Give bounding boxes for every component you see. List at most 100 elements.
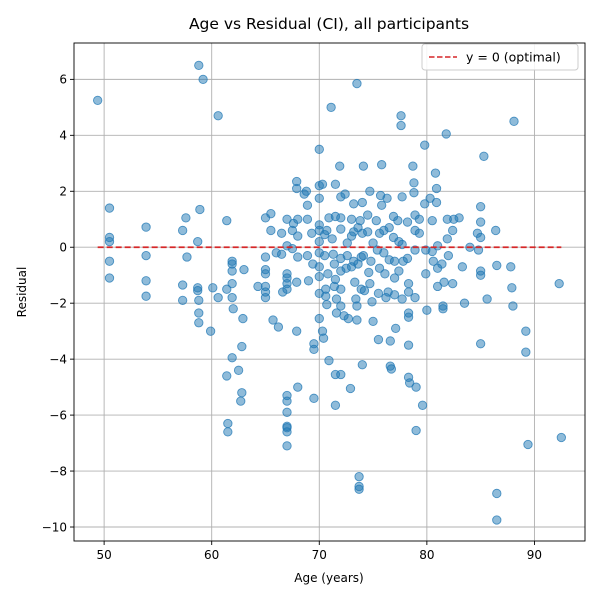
data-point <box>282 214 292 224</box>
data-point <box>417 400 428 410</box>
data-point <box>492 260 502 271</box>
data-point <box>349 199 359 209</box>
data-point <box>302 214 313 224</box>
x-tick-label: 70 <box>312 548 327 562</box>
y-tick-label: −2 <box>49 296 67 310</box>
data-point <box>343 313 353 324</box>
data-point <box>428 256 438 266</box>
data-point <box>318 333 329 343</box>
data-point <box>340 189 350 199</box>
data-point <box>293 214 303 224</box>
data-point <box>509 116 519 126</box>
data-point <box>427 216 437 226</box>
data-point <box>336 213 346 223</box>
data-point <box>181 213 191 223</box>
data-point <box>292 326 302 336</box>
data-point <box>377 200 387 210</box>
data-point <box>292 183 302 194</box>
data-point <box>104 273 115 283</box>
data-point <box>448 278 458 289</box>
data-point <box>195 204 205 215</box>
data-point <box>374 263 385 273</box>
data-point <box>385 336 395 346</box>
y-tick-label: 6 <box>59 73 67 87</box>
data-point <box>336 224 346 234</box>
data-point <box>239 264 249 275</box>
data-point <box>282 396 292 406</box>
data-point <box>330 400 341 410</box>
data-point <box>237 388 247 398</box>
data-point <box>227 353 237 363</box>
data-point <box>507 283 517 293</box>
data-point <box>430 168 441 178</box>
data-point <box>354 472 364 482</box>
data-point <box>420 199 430 209</box>
data-point <box>403 287 414 297</box>
legend-box <box>421 43 579 71</box>
data-point <box>443 250 454 261</box>
data-point <box>475 270 486 280</box>
data-point <box>475 217 486 227</box>
data-point <box>324 355 334 366</box>
data-point <box>273 322 284 332</box>
data-point <box>194 318 204 328</box>
data-point <box>380 269 390 279</box>
y-tick-label: −8 <box>49 464 67 478</box>
y-tick-label: 2 <box>59 185 67 199</box>
data-point <box>389 256 400 266</box>
data-point <box>222 284 232 294</box>
data-point <box>411 425 421 436</box>
data-point <box>394 266 404 276</box>
data-point <box>293 231 303 241</box>
data-point <box>368 316 378 327</box>
data-point <box>409 188 419 198</box>
data-point <box>302 250 313 261</box>
data-point <box>492 488 502 499</box>
y-axis-ticks: −10 −8 −6 −4 −2 0 2 4 6 <box>42 73 74 534</box>
x-axis-ticks: 50 60 70 80 90 <box>96 541 542 562</box>
data-point <box>442 234 452 244</box>
data-point <box>198 74 208 85</box>
data-point <box>371 216 381 226</box>
data-point <box>402 217 413 227</box>
y-tick-label: 0 <box>59 241 67 255</box>
data-point <box>276 249 287 259</box>
data-point <box>327 234 337 244</box>
data-point <box>386 364 397 374</box>
data-point <box>93 95 103 106</box>
data-point <box>282 407 292 417</box>
grid-lines <box>74 43 585 541</box>
data-point <box>309 393 319 403</box>
data-point <box>322 225 332 236</box>
x-tick-label: 50 <box>96 548 111 562</box>
data-point <box>222 216 232 226</box>
data-point <box>437 259 447 269</box>
data-point <box>178 225 188 236</box>
data-point <box>292 277 302 287</box>
data-point <box>556 432 566 443</box>
data-point <box>384 223 394 233</box>
data-point <box>358 161 369 171</box>
data-point <box>389 290 400 300</box>
data-point <box>475 339 486 349</box>
data-point <box>335 161 345 171</box>
data-point <box>314 262 324 272</box>
data-point <box>402 253 413 264</box>
data-point <box>193 236 203 247</box>
data-point <box>414 228 424 238</box>
data-point <box>141 222 151 232</box>
data-point <box>411 382 421 392</box>
data-point <box>459 298 470 308</box>
data-point <box>482 294 492 304</box>
x-tick-label: 80 <box>419 548 434 562</box>
chart-title: Age vs Residual (CI), all participants <box>189 15 469 33</box>
data-point <box>377 160 387 170</box>
data-point <box>182 252 192 262</box>
legend-label: y = 0 (optimal) <box>466 50 561 65</box>
data-point <box>554 278 564 289</box>
data-point <box>491 225 501 236</box>
data-point <box>223 427 233 437</box>
data-point <box>342 250 352 261</box>
data-point <box>260 252 271 262</box>
